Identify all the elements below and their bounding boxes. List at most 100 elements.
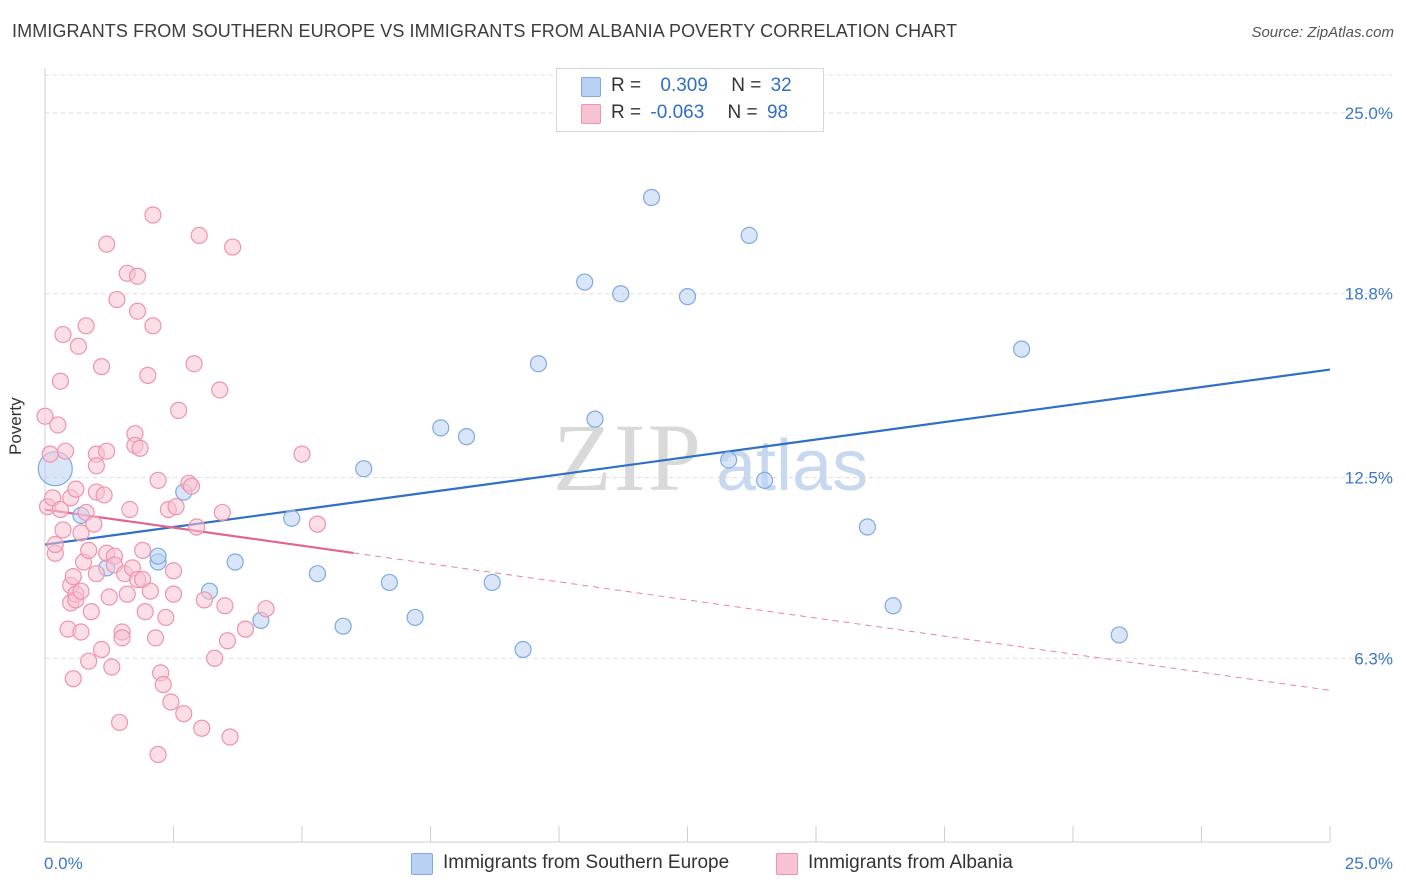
data-point [128, 302, 147, 320]
data-point [149, 547, 167, 565]
data-point [1012, 340, 1031, 358]
stats-legend: R = 0.309 N = 32 R = -0.063 N = 98 [556, 68, 824, 132]
legend-n-value: 32 [770, 75, 792, 96]
data-point [51, 372, 70, 390]
data-point [92, 640, 111, 659]
data-point [236, 620, 255, 638]
data-point [136, 603, 154, 621]
data-point [141, 582, 159, 600]
data-point [144, 317, 162, 335]
data-point [164, 562, 183, 580]
data-point [612, 285, 630, 303]
data-point [149, 745, 167, 764]
data-point [206, 649, 224, 667]
data-point [144, 206, 162, 224]
data-point [36, 407, 54, 425]
data-point [92, 358, 111, 376]
data-point [72, 623, 90, 641]
data-point [642, 188, 661, 207]
data-point [678, 288, 697, 306]
data-point [49, 416, 67, 434]
data-point [139, 366, 157, 384]
legend-swatch-blue [581, 77, 601, 97]
data-point [211, 381, 229, 399]
x-tick-labels: 0.0% 25.0% [44, 854, 1393, 873]
data-point [108, 290, 126, 309]
data-point [858, 518, 877, 536]
data-point [154, 675, 172, 694]
y-tick-label: 12.5% [1345, 468, 1393, 487]
data-point [72, 524, 90, 542]
data-point [167, 498, 185, 516]
trend-line-blue [44, 368, 1331, 546]
data-point [64, 670, 82, 688]
data-point [226, 553, 244, 571]
data-point [432, 419, 450, 437]
data-point [720, 451, 738, 469]
data-point [128, 267, 147, 285]
data-point [355, 460, 373, 478]
data-point [41, 445, 59, 463]
data-point [755, 471, 774, 489]
data-point [100, 588, 118, 606]
legend-swatch-pink [581, 104, 601, 124]
data-point [64, 568, 82, 586]
points-layer [36, 188, 1128, 764]
data-point [134, 541, 152, 559]
data-point [457, 428, 476, 446]
data-point [170, 401, 188, 419]
y-tick-label: 6.3% [1354, 649, 1393, 668]
data-point [67, 480, 85, 498]
data-point [380, 573, 398, 592]
data-point [77, 317, 95, 335]
data-point [98, 235, 116, 253]
data-point [188, 518, 206, 536]
x-tick-label-max: 25.0% [1345, 854, 1393, 873]
data-point [308, 515, 327, 533]
data-point [175, 705, 193, 723]
watermark-atlas: atlas [716, 426, 868, 506]
data-point [740, 226, 758, 244]
legend-swatch-blue [411, 853, 433, 875]
data-point [131, 439, 149, 457]
data-point [51, 500, 70, 519]
watermark: ZIP atlas [553, 404, 868, 511]
legend-label: Immigrants from Albania [808, 852, 1013, 873]
legend-swatch-pink [776, 853, 798, 875]
data-point [69, 337, 88, 355]
data-point [162, 693, 180, 711]
data-point [257, 600, 275, 618]
data-point [103, 658, 121, 676]
legend-r-label: R = [611, 102, 642, 123]
data-point [98, 442, 116, 460]
legend-n-label: N = [731, 75, 762, 96]
series-points-pink [36, 206, 327, 764]
trend-line-extension-pink [353, 552, 1331, 691]
data-point [149, 471, 167, 489]
data-point [80, 541, 98, 559]
data-point [576, 273, 594, 291]
series-legend: Immigrants from Southern Europe Immigran… [0, 852, 1406, 878]
data-point [293, 445, 311, 463]
data-point [54, 325, 72, 344]
data-point [216, 597, 234, 615]
data-point [185, 355, 203, 373]
data-point [46, 535, 64, 554]
data-point [164, 585, 183, 603]
y-tick-label: 18.8% [1345, 285, 1393, 304]
grid-layer [45, 74, 1392, 659]
legend-r-label: R = [611, 75, 642, 96]
legend-n-value: 98 [766, 102, 789, 123]
legend-r-value: 0.309 [660, 75, 708, 96]
data-point [334, 617, 352, 635]
data-point [113, 629, 131, 647]
data-point [146, 629, 165, 647]
data-point [121, 500, 139, 519]
chart-source: Source: ZipAtlas.com [1251, 24, 1394, 41]
data-point [193, 719, 211, 737]
data-point [85, 515, 103, 533]
series-points-blue [37, 188, 1128, 659]
data-point [82, 603, 100, 621]
data-point [72, 582, 90, 600]
y-tick-label: 25.0% [1345, 104, 1393, 123]
